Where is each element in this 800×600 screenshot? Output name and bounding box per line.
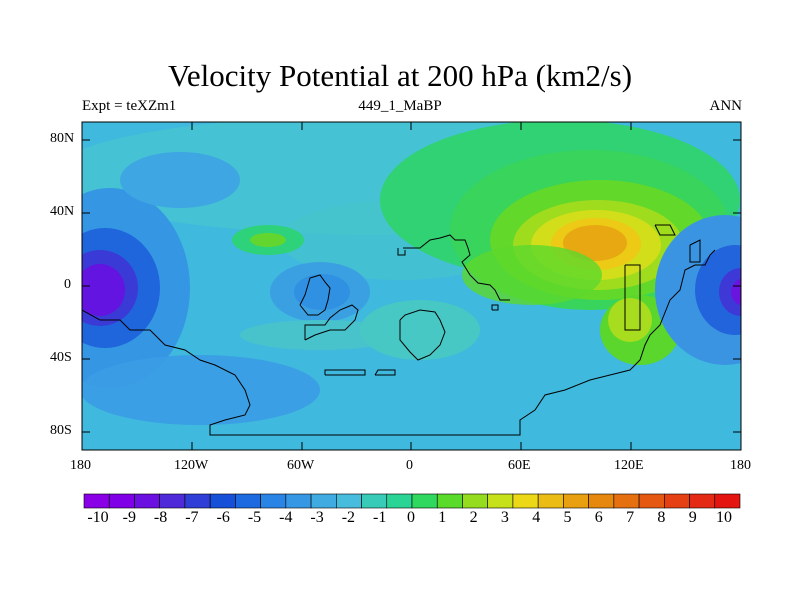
- colorbar-box: [209, 493, 236, 509]
- contour-field: [82, 122, 741, 450]
- lat-ticks: [82, 139, 741, 433]
- colorbar-box: [714, 493, 741, 509]
- colorbar-label: 5: [563, 509, 572, 526]
- colorbar-box: [386, 493, 413, 509]
- colorbar-box: [184, 493, 211, 509]
- lon-label: 180: [730, 458, 751, 473]
- colorbar-label: 10: [716, 509, 732, 526]
- lon-label: 60W: [287, 458, 315, 473]
- colorbar-label: 2: [469, 509, 478, 526]
- colorbar-box: [83, 493, 110, 509]
- colorbar-box: [689, 493, 716, 509]
- colorbar-label: -2: [341, 509, 356, 526]
- lon-label: 120W: [174, 458, 209, 473]
- colorbar-label: -9: [122, 509, 136, 526]
- lon-label: 180: [70, 458, 91, 473]
- colorbar-label: 6: [594, 509, 603, 526]
- colorbar-label: -7: [185, 509, 199, 526]
- colorbar-label: 3: [500, 509, 509, 526]
- colorbar-box: [134, 493, 160, 509]
- lon-ticks: [191, 122, 632, 450]
- colorbar-box: [159, 493, 186, 509]
- colorbar-label: 9: [688, 509, 697, 526]
- colorbar-box: [108, 493, 135, 509]
- colorbar-label: 4: [532, 509, 541, 526]
- colorbar-box: [487, 493, 514, 509]
- lat-label: 80S: [50, 423, 72, 438]
- colorbar-box: [512, 493, 539, 509]
- colorbar-label: -10: [87, 509, 109, 526]
- lon-label: 60E: [508, 458, 531, 473]
- colorbar: [83, 493, 741, 509]
- lat-label: 40S: [50, 350, 72, 365]
- colorbar-box: [537, 493, 564, 509]
- experiment-label: Expt = teXZm1: [82, 98, 177, 114]
- colorbar-box: [436, 493, 463, 509]
- colorbar-label: 0: [407, 509, 415, 526]
- colorbar-box: [361, 493, 388, 509]
- season-label: ANN: [709, 98, 743, 114]
- colorbar-label: -3: [310, 509, 324, 526]
- colorbar-label: 8: [657, 509, 666, 526]
- colorbar-box: [285, 493, 312, 509]
- colorbar-label: -1: [373, 509, 387, 526]
- plot-title: Velocity Potential at 200 hPa (km2/s): [167, 58, 633, 93]
- colorbar-label: 7: [626, 509, 635, 526]
- lat-label: 40N: [50, 204, 75, 219]
- lat-label: 80N: [50, 131, 75, 146]
- colorbar-box: [310, 493, 337, 509]
- colorbar-box: [588, 493, 615, 509]
- lat-label: 0: [64, 277, 71, 292]
- colorbar-label: -6: [216, 509, 230, 526]
- coastlines: [82, 224, 716, 436]
- colorbar-label: -8: [153, 509, 168, 526]
- colorbar-box: [411, 493, 438, 509]
- colorbar-box: [260, 493, 287, 509]
- colorbar-label: 1: [438, 509, 447, 526]
- colorbar-box: [638, 493, 665, 509]
- colorbar-box: [664, 493, 690, 509]
- colorbar-label: -5: [247, 509, 262, 526]
- case-label: 449_1_MaBP: [358, 98, 442, 114]
- colorbar-box: [235, 493, 261, 509]
- lon-label: 0: [406, 458, 413, 473]
- colorbar-label: -4: [279, 509, 293, 526]
- colorbar-box: [563, 493, 589, 509]
- lon-label: 120E: [614, 458, 644, 473]
- colorbar-box: [613, 493, 640, 509]
- colorbar-box: [462, 493, 488, 509]
- colorbar-box: [336, 493, 362, 509]
